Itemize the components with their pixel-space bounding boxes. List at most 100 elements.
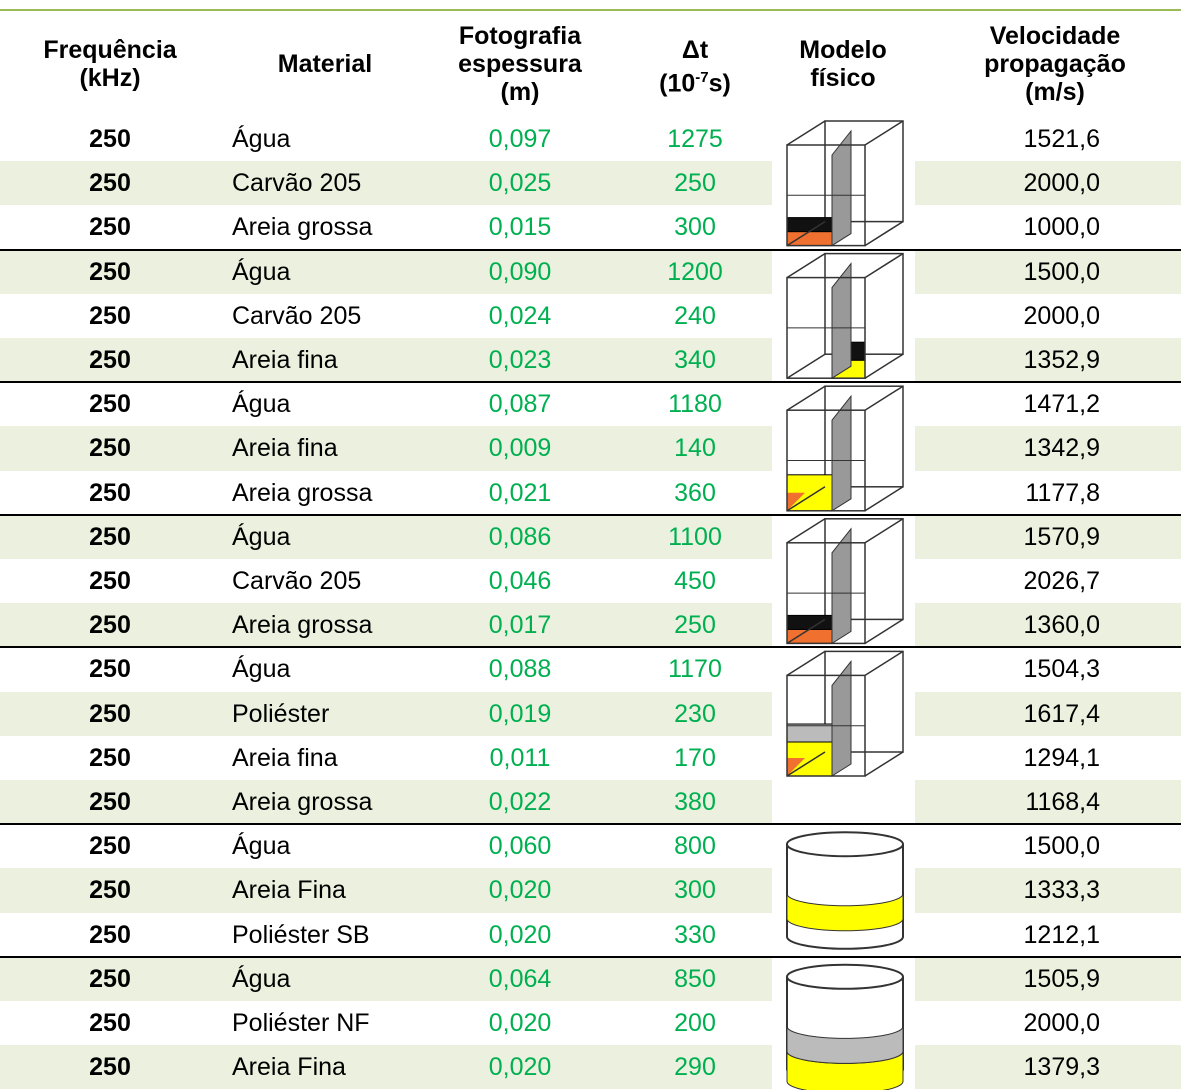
cell: 250 [89, 1053, 131, 1082]
model-shape [864, 220, 904, 247]
model-shape [786, 650, 826, 677]
model-shape [864, 650, 904, 677]
cell: 250 [89, 920, 131, 949]
cell: 800 [674, 832, 716, 861]
row-shade [0, 514, 772, 559]
cell: 250 [89, 567, 131, 595]
cell: Poliéster NF [232, 1009, 370, 1037]
header-cell: Modelo físico [773, 36, 913, 92]
model-shape [787, 492, 805, 511]
header-line: Velocidade [989, 21, 1121, 50]
cell: 2000,0 [1023, 301, 1100, 330]
cell: 0,020 [488, 876, 552, 905]
model-shape [786, 1026, 904, 1064]
cell: 250 [674, 169, 716, 198]
cell: 250 [89, 1009, 131, 1037]
row-shade [915, 691, 1181, 736]
cell: Carvão 205 [232, 169, 362, 198]
cell: 1504,3 [1023, 655, 1100, 684]
cell: 0,015 [488, 213, 552, 242]
row-shade [0, 338, 772, 383]
model-shape [864, 751, 904, 777]
row-shade [915, 1045, 1181, 1090]
model-shape [831, 659, 852, 777]
cell: 1342,9 [1023, 434, 1100, 463]
header-cell: Velocidade propagação (m/s) [945, 22, 1165, 106]
model-shape [864, 120, 904, 146]
cell: Poliéster [232, 699, 330, 728]
cell: Areia fina [232, 346, 338, 374]
model-shape [786, 831, 904, 858]
header-cell: Fotografia espessura (m) [420, 22, 620, 106]
header-line: Δt [681, 35, 709, 64]
cell: Água [232, 390, 291, 419]
model-shape [786, 893, 904, 932]
cell: Areia Fina [232, 876, 346, 905]
cell: Areia grossa [232, 611, 373, 640]
cell: 0,022 [488, 788, 552, 816]
row-shade [0, 868, 772, 913]
header-line: Modelo [799, 35, 887, 64]
cell: 1379,3 [1023, 1053, 1100, 1082]
cell: Areia grossa [232, 213, 373, 242]
model-shape [786, 120, 826, 146]
cell: 360 [674, 478, 716, 507]
cell: 250 [674, 611, 716, 640]
cell: Água [232, 964, 291, 993]
model-shape [786, 723, 833, 743]
cell: 2000,0 [1023, 1009, 1100, 1037]
header-line: Fotografia [458, 21, 582, 50]
cell: 1177,8 [1025, 478, 1100, 507]
cell: 850 [674, 964, 716, 993]
model-shape [864, 618, 904, 645]
model-shape [786, 614, 833, 630]
row-shade [0, 426, 772, 471]
cell: 1352,9 [1023, 346, 1100, 374]
header-text: (10 [659, 68, 696, 97]
cell: 250 [89, 390, 131, 419]
cell: Areia grossa [232, 788, 373, 816]
row-shade [0, 603, 772, 648]
header-cell: Δt (10-7s) [625, 36, 765, 97]
cell: Água [232, 655, 291, 684]
model-shape [786, 844, 904, 950]
cell: 1570,9 [1023, 522, 1100, 551]
group-separator [0, 513, 1181, 516]
model-shape [787, 758, 805, 776]
model-shape [786, 618, 826, 645]
model-shape [786, 353, 826, 379]
cell: 0,020 [488, 920, 552, 949]
cell: Areia Fina [232, 1053, 346, 1082]
cell: 1521,6 [1023, 125, 1100, 153]
model-shape [786, 217, 833, 233]
model-shape [864, 385, 904, 411]
cell: 250 [89, 655, 131, 684]
cell: 1275 [667, 125, 723, 153]
cell: 250 [89, 301, 131, 330]
cell: Areia grossa [232, 478, 373, 507]
cell: 250 [89, 832, 131, 861]
cell: 2026,7 [1023, 567, 1100, 595]
cell: 2000,0 [1023, 169, 1100, 198]
row-shade [915, 956, 1181, 1001]
cell: 1168,4 [1025, 788, 1100, 816]
group-separator [0, 381, 1181, 384]
cell: 380 [674, 788, 716, 816]
cell: 0,023 [488, 346, 552, 374]
cell: 250 [89, 522, 131, 551]
model-shape [786, 963, 904, 990]
model-shape [831, 527, 852, 645]
model-shape [864, 486, 904, 512]
group-separator [0, 955, 1181, 958]
model-shape [786, 518, 826, 544]
group-separator [0, 646, 1181, 649]
top-rule [0, 9, 1181, 11]
cell: Carvão 205 [232, 567, 362, 595]
model-shape [786, 486, 826, 512]
row-shade [915, 780, 1181, 825]
header-line: espessura [458, 49, 582, 78]
cell: 250 [89, 876, 131, 905]
cell: 1505,9 [1023, 964, 1100, 993]
cell: Água [232, 832, 291, 861]
